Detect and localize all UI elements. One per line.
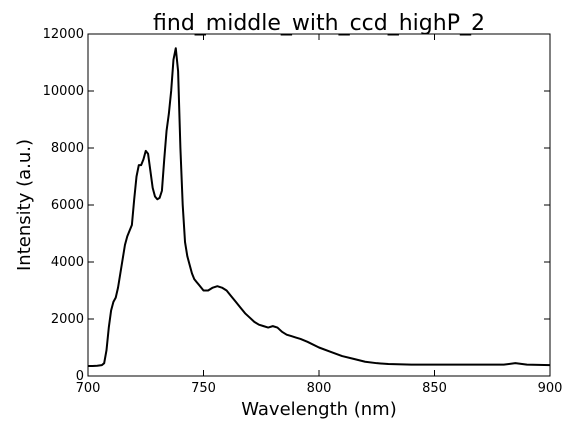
y-tick-label-4000: 4000 [51,255,84,270]
x-tick-label-900: 900 [538,381,563,396]
y-tick-label-12000: 12000 [43,27,84,42]
x-tick-label-700: 700 [76,381,101,396]
x-tick-label-850: 850 [422,381,447,396]
y-tick-label-6000: 6000 [51,198,84,213]
chart-title: find_middle_with_ccd_highP_2 [153,11,485,36]
y-axis-label: Intensity (a.u.) [14,139,35,271]
x-tick-label-750: 750 [191,381,216,396]
y-tick-label-8000: 8000 [51,141,84,156]
series-group [88,47,551,368]
series-line-0 [88,47,551,368]
y-tick-label-2000: 2000 [51,312,84,327]
plot-frame [87,33,551,377]
y-tick-label-0: 0 [76,369,84,384]
x-tick-label-800: 800 [307,381,332,396]
x-axis-label: Wavelength (nm) [241,399,397,420]
y-tick-label-10000: 10000 [43,84,84,99]
axis-ticks: 700 750 800 850 900 0 2000 4000 6000 8000 10000 120… [43,27,563,396]
